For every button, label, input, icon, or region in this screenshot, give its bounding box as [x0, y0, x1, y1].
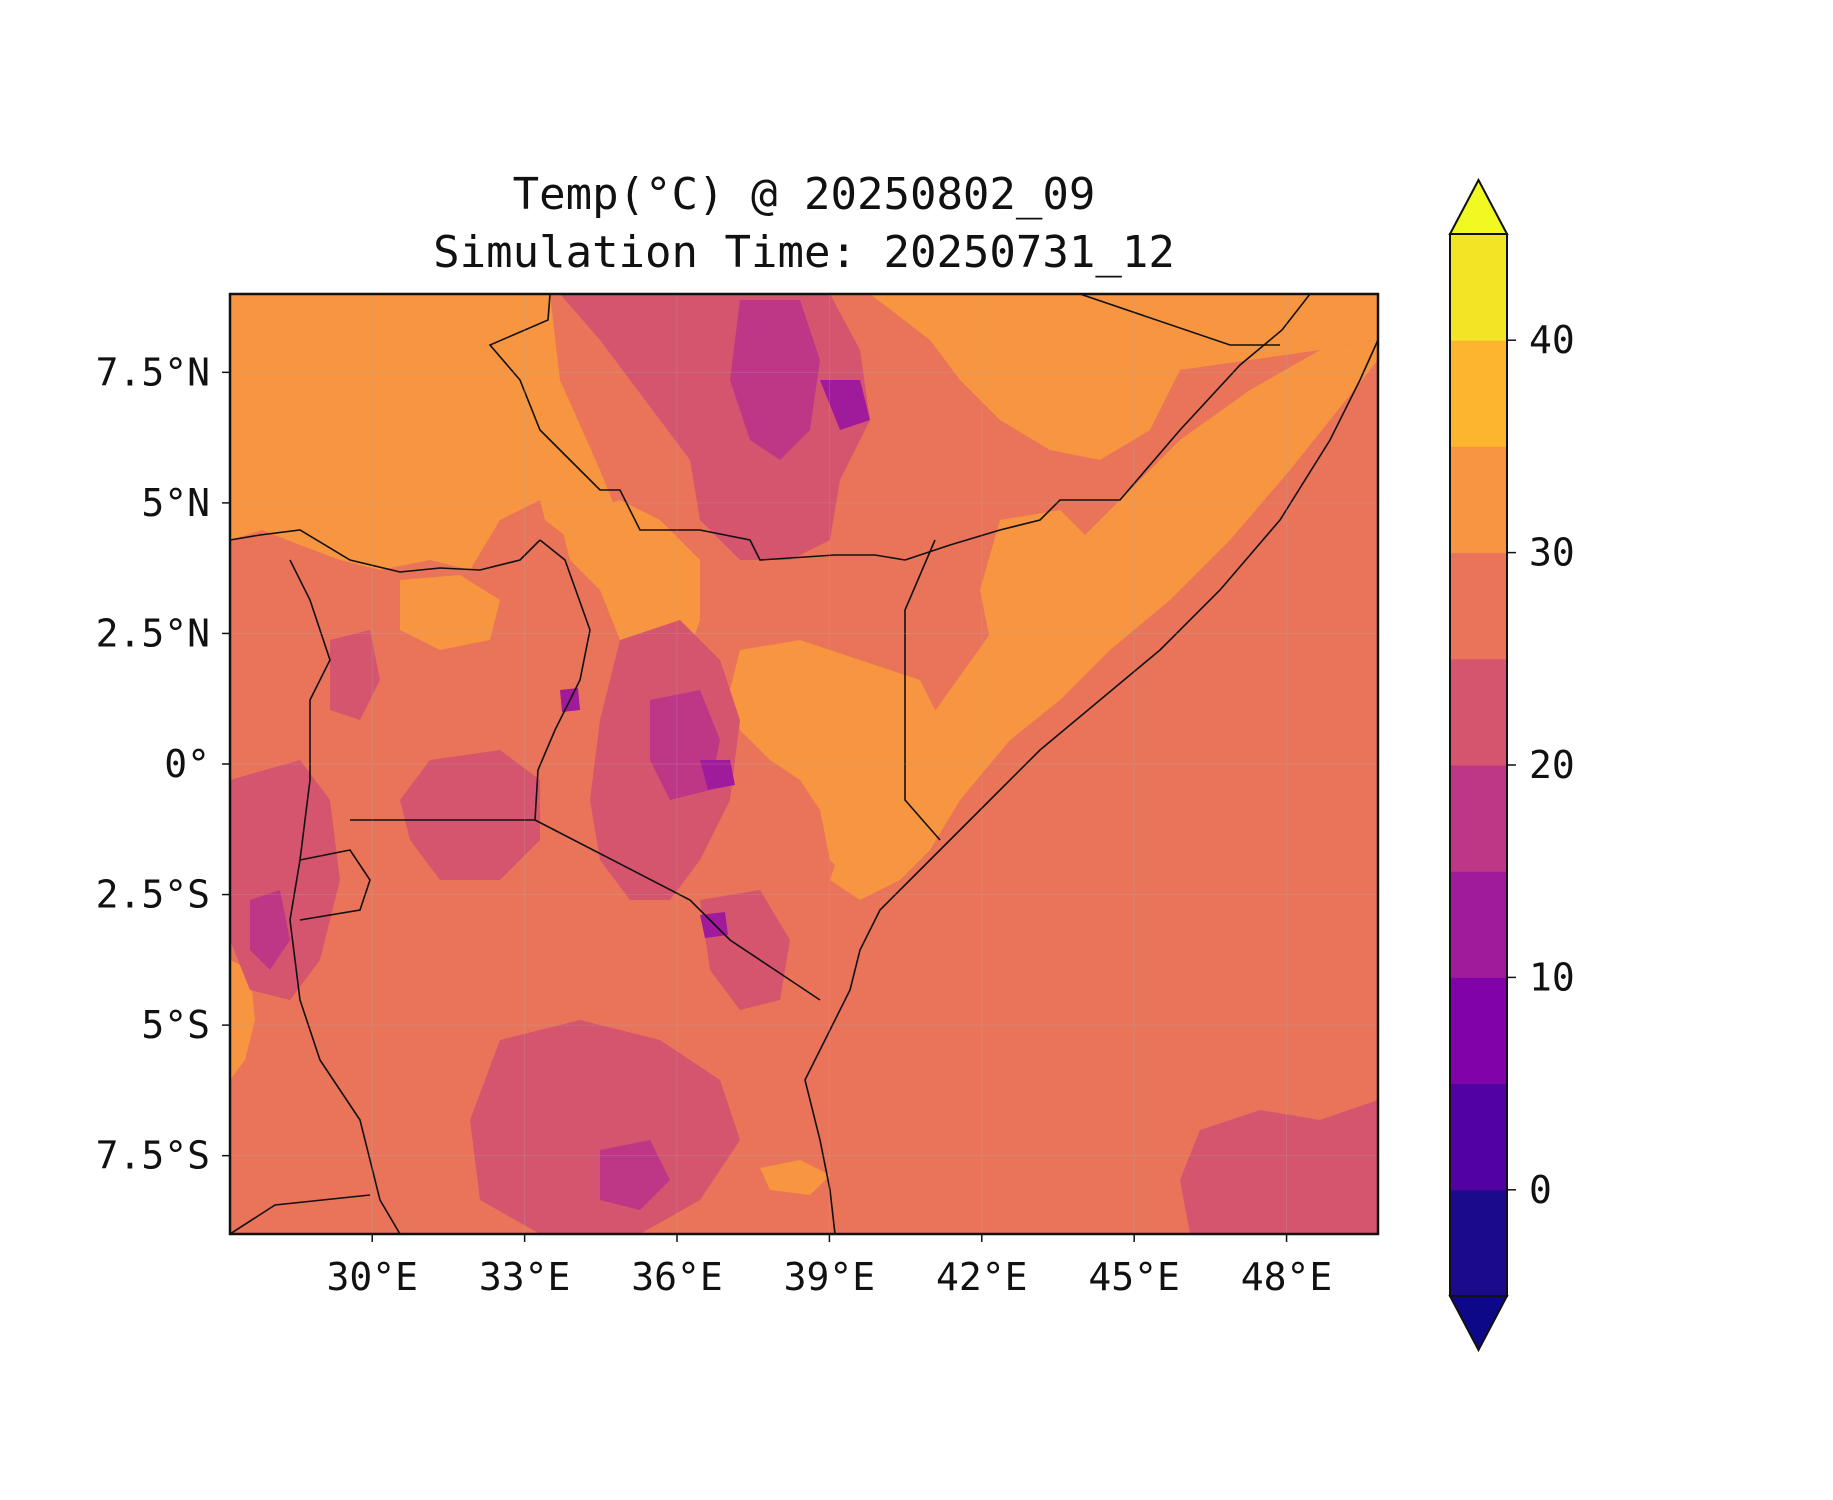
y-tick-label: 7.5°N — [96, 350, 210, 394]
cold-region-rwanda-peaks — [250, 890, 290, 970]
x-tick-label: 30°E — [326, 1255, 418, 1299]
border-uga-ken — [534, 539, 591, 821]
colorbar-level — [1450, 765, 1507, 872]
cool-region-lake-victoria — [400, 750, 540, 880]
colorbar-level — [1450, 552, 1507, 660]
border-ken-som — [904, 539, 941, 841]
coldest-region-ethiopia — [820, 380, 870, 430]
temperature-map — [230, 294, 1378, 1234]
y-tick-label: 2.5°N — [96, 611, 210, 655]
x-tick-label: 45°E — [1088, 1255, 1180, 1299]
warm-region-west-edge — [230, 960, 255, 1080]
border-drc-east — [289, 559, 401, 1234]
cool-region-west-uganda — [330, 630, 380, 720]
colorbar-tick-label: 0 — [1529, 1168, 1552, 1212]
y-axis-ticks: 7.5°N 5°N 2.5°N 0° 2.5°S 5°S 7.5°S — [96, 350, 230, 1178]
y-tick-label: 7.5°S — [96, 1134, 210, 1178]
colorbar-level — [1450, 1189, 1507, 1297]
title-line-simulation: Simulation Time: 20250731_12 — [433, 227, 1175, 278]
coastline-kenya-tanzania — [804, 339, 1378, 1234]
border-ken-tza — [534, 819, 821, 1001]
x-tick-label: 39°E — [784, 1255, 876, 1299]
x-tick-label: 36°E — [631, 1255, 723, 1299]
cold-region-tanzania-peaks — [600, 1140, 670, 1210]
warm-region-uganda-north — [400, 575, 500, 650]
y-tick-label: 0° — [164, 742, 210, 786]
colorbar-level — [1450, 446, 1507, 554]
y-tick-label: 2.5°S — [96, 873, 210, 917]
warm-region-kenya-east — [730, 640, 940, 880]
warm-region-ethiopia-north — [870, 294, 1378, 460]
colorbar-tick-label: 40 — [1529, 318, 1575, 362]
x-tick-label: 33°E — [479, 1255, 571, 1299]
colorbar-level — [1450, 340, 1507, 447]
colorbar-tick-label: 30 — [1529, 531, 1575, 575]
x-tick-label: 48°E — [1241, 1255, 1333, 1299]
coldest-region-mt-kenya — [700, 760, 735, 790]
colorbar-level — [1450, 658, 1507, 766]
colorbar-level — [1450, 977, 1507, 1085]
warm-region-tanzania-south — [760, 1160, 830, 1195]
border-eth-djibouti — [1079, 294, 1280, 346]
colorbar-level — [1450, 871, 1507, 978]
warm-region-horn — [830, 340, 1378, 900]
warm-region-south-sudan — [230, 294, 620, 570]
colorbar-extend-min — [1448, 1295, 1509, 1353]
gridlines — [230, 294, 1378, 1234]
cold-region-kenya-highlands — [650, 690, 720, 800]
border-tza-zambia — [230, 1194, 371, 1234]
cool-region-tanzania-highlands — [470, 1020, 740, 1234]
x-tick-label: 42°E — [936, 1255, 1028, 1299]
title-line-forecast: Temp(°C) @ 20250802_09 — [512, 169, 1096, 220]
warm-region-somalia-interior — [980, 510, 1100, 640]
border-ken-eth-som — [904, 294, 1311, 561]
colorbar-tick-label: 10 — [1529, 955, 1575, 999]
colorbar: 0 10 20 30 40 — [1448, 177, 1575, 1353]
colorbar-level — [1450, 1083, 1507, 1191]
border-rwanda — [299, 849, 371, 921]
border-ssd-uga — [230, 529, 541, 573]
cold-region-ethiopia-peaks — [730, 300, 820, 460]
y-tick-label: 5°N — [141, 481, 210, 525]
colorbar-level — [1450, 234, 1507, 341]
x-axis-ticks: 30°E 33°E 36°E 39°E 42°E 45°E 48°E — [326, 1234, 1332, 1299]
colorbar-tick-label: 20 — [1529, 743, 1575, 787]
plot-title: Temp(°C) @ 20250802_09 Simulation Time: … — [230, 166, 1378, 282]
colorbar-extend-max — [1448, 177, 1509, 235]
border-ssd-eth — [488, 294, 906, 561]
country-borders — [230, 294, 1378, 1234]
cool-region-somalia-southeast — [1180, 1100, 1378, 1234]
y-tick-label: 5°S — [141, 1003, 210, 1047]
